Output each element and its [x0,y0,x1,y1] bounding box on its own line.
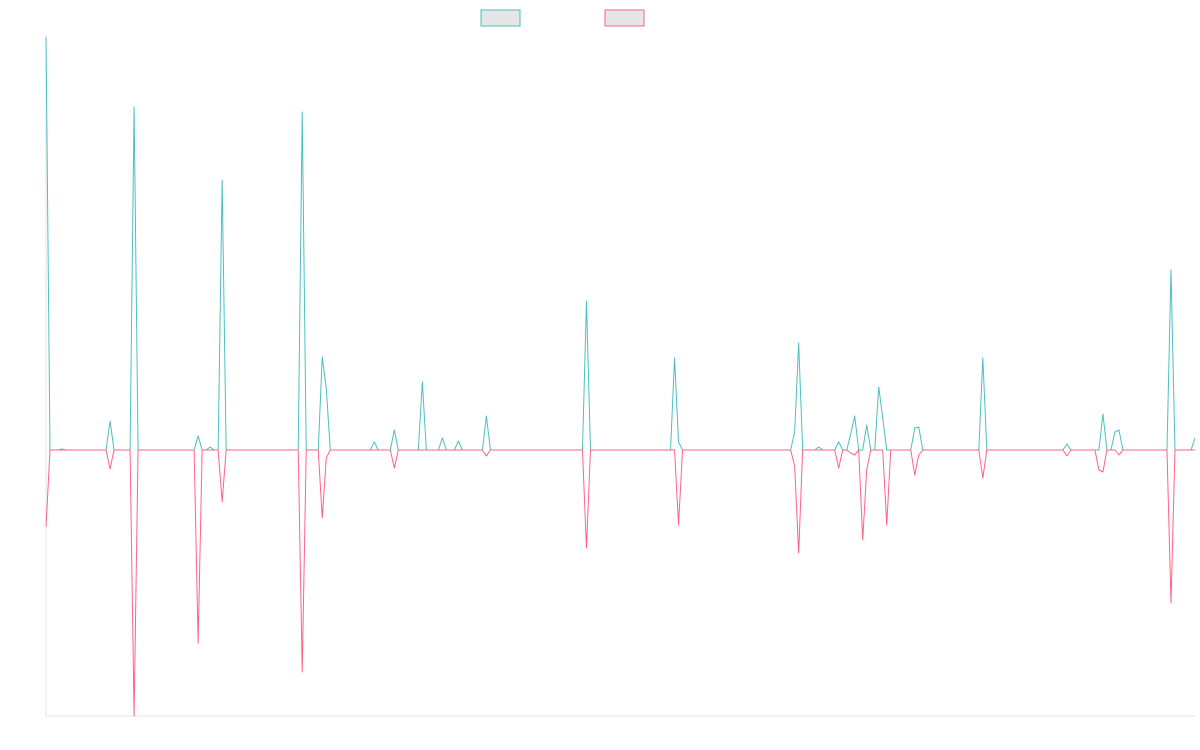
legend-swatch [604,9,645,27]
series-line [45,449,1195,717]
series-line [45,36,1196,451]
legend-swatch [480,9,521,27]
